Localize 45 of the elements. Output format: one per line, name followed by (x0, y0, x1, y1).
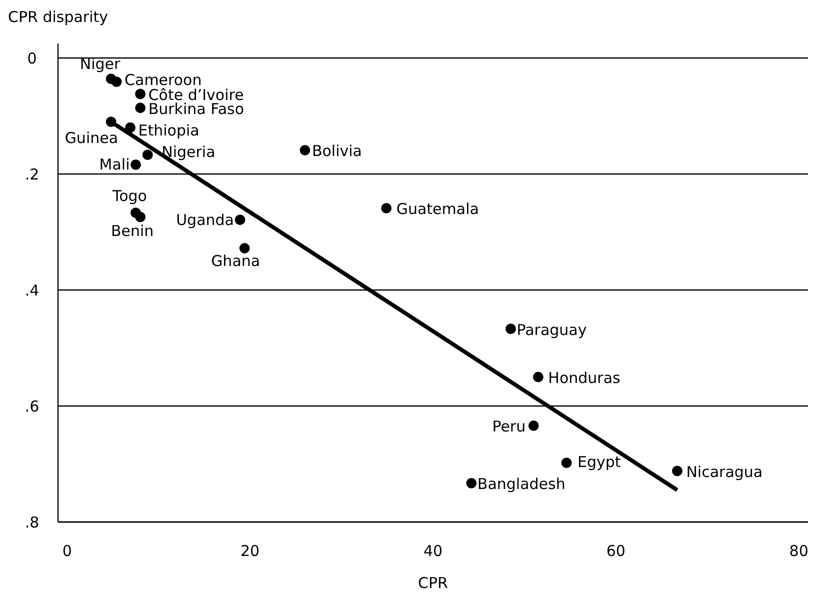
annotation: Nigeria (162, 142, 216, 161)
point (239, 243, 250, 254)
point (506, 324, 516, 334)
annotation: Bolivia (312, 142, 362, 160)
annotation: Ghana (211, 252, 260, 270)
annotation: Bangladesh (477, 475, 566, 494)
point (142, 150, 153, 160)
point (532, 372, 544, 382)
point (234, 214, 246, 226)
x-tick-label: 60 (606, 542, 626, 560)
annotation: Niger (80, 54, 122, 73)
point (135, 212, 146, 222)
y-axis-title: CPR disparity (8, 8, 108, 26)
point (300, 145, 310, 156)
annotation: Paraguay (516, 320, 587, 339)
point (561, 458, 572, 468)
y-tick-label: .8 (24, 513, 40, 532)
point (130, 160, 141, 170)
annotation: Mali (99, 156, 130, 174)
annotation: Benin (110, 222, 154, 240)
annotation: Guinea (64, 128, 118, 147)
annotation: Peru (492, 418, 526, 436)
point (135, 102, 146, 114)
x-tick-label: 20 (240, 542, 260, 560)
point (135, 88, 146, 100)
y-tick-label: .6 (24, 397, 40, 416)
annotation: Uganda (176, 210, 234, 229)
annotation: Nicaragua (686, 462, 763, 481)
y-tick-label: .4 (24, 281, 40, 300)
x-tick-label: 40 (423, 542, 443, 560)
x-tick-label: 80 (789, 542, 808, 560)
x-axis-title: CPR (418, 574, 448, 592)
annotation: Egypt (578, 452, 621, 471)
annotation: Ethiopia (138, 122, 200, 140)
y-tick-label: .2 (24, 165, 40, 184)
point (466, 478, 477, 488)
point (381, 203, 392, 214)
point (672, 466, 682, 476)
annotation: Togo (111, 186, 147, 205)
annotation: Honduras (548, 369, 621, 387)
annotation: Guatemala (396, 200, 479, 218)
point (528, 420, 539, 431)
x-tick-label: 0 (62, 542, 72, 560)
point (111, 76, 122, 87)
y-tick-label: 0 (27, 49, 37, 68)
